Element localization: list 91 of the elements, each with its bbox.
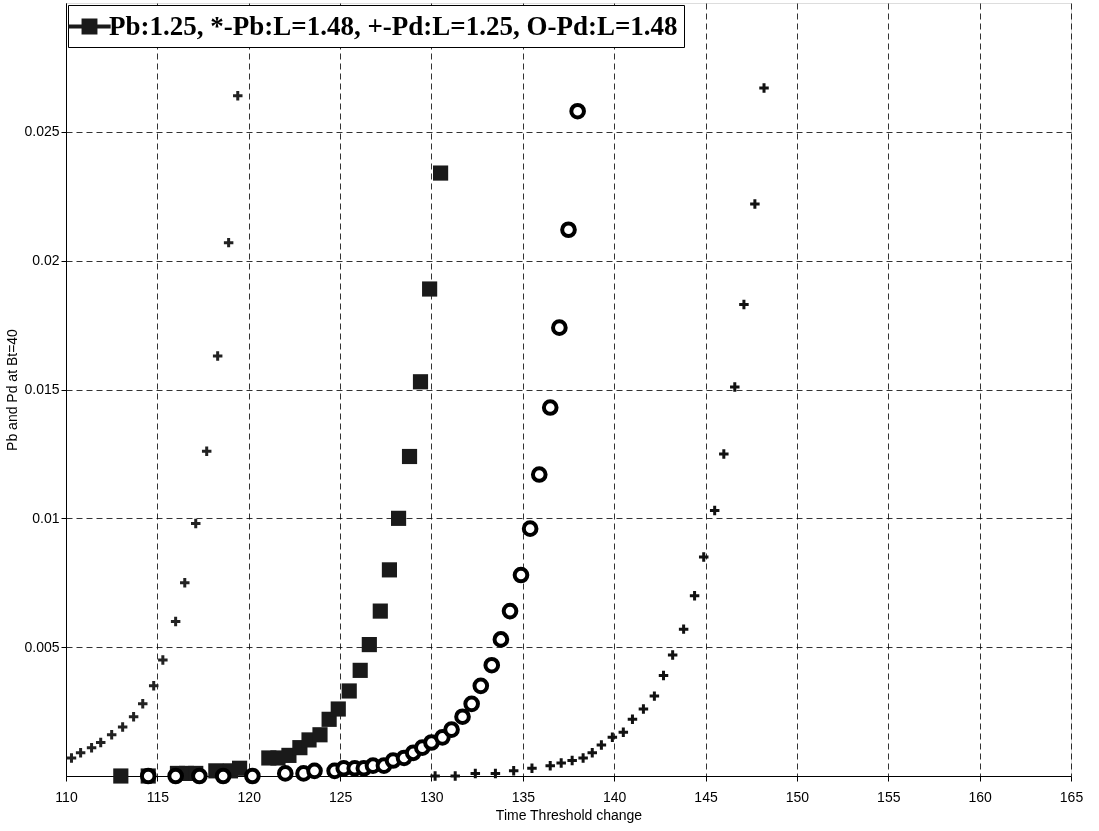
point xyxy=(757,81,771,95)
x-tick-label: 160 xyxy=(968,788,993,805)
point xyxy=(737,298,751,311)
point xyxy=(412,374,429,390)
point xyxy=(211,349,224,363)
point xyxy=(65,751,78,765)
point xyxy=(94,736,107,749)
point xyxy=(554,756,568,770)
point xyxy=(433,165,449,181)
point xyxy=(156,653,170,667)
y-tick-label: 0.015 xyxy=(24,381,60,397)
point xyxy=(489,767,502,780)
legend-label: Pb:1.25, *-Pb:L=1.48, +-Pd:L=1.25, O-Pd:L=1.48 xyxy=(109,10,678,41)
y-axis-title: Pb and Pd at Bt=40 xyxy=(4,328,21,451)
x-tick-label: 130 xyxy=(420,788,444,805)
x-tick-label: 140 xyxy=(603,788,627,805)
point xyxy=(105,728,118,742)
x-axis-title: Time Threshold change xyxy=(495,806,643,823)
point xyxy=(231,89,245,102)
point xyxy=(136,697,149,711)
point xyxy=(565,754,579,767)
point xyxy=(443,721,460,738)
point xyxy=(178,576,192,589)
point xyxy=(147,679,160,693)
point xyxy=(352,662,368,678)
point xyxy=(569,102,586,120)
point xyxy=(492,631,510,648)
point xyxy=(276,765,294,782)
point xyxy=(507,764,520,778)
point xyxy=(748,197,762,211)
point xyxy=(463,695,480,713)
point xyxy=(191,767,208,785)
point xyxy=(512,566,530,584)
point xyxy=(666,648,679,662)
point xyxy=(576,751,590,765)
x-tick-label: 165 xyxy=(1059,788,1084,805)
point xyxy=(167,767,184,785)
point xyxy=(113,768,129,784)
x-tick-label: 125 xyxy=(328,788,353,805)
y-tick-label: 0.01 xyxy=(32,509,60,526)
point xyxy=(116,720,129,734)
point xyxy=(469,767,482,780)
point xyxy=(677,622,690,636)
point xyxy=(232,760,248,776)
point xyxy=(595,738,608,752)
point xyxy=(541,399,559,416)
point xyxy=(501,602,519,620)
point xyxy=(244,767,261,785)
point xyxy=(543,759,557,772)
x-tick-label: 135 xyxy=(511,788,536,805)
point xyxy=(330,701,346,717)
point xyxy=(390,510,407,526)
point xyxy=(521,520,539,537)
y-tick-label: 0.005 xyxy=(24,638,60,655)
point xyxy=(448,769,462,783)
point xyxy=(428,769,442,783)
point xyxy=(74,746,87,760)
point xyxy=(381,562,398,578)
y-tick-label: 0.02 xyxy=(32,252,60,269)
point xyxy=(648,689,661,703)
point xyxy=(708,504,721,517)
point xyxy=(306,762,323,780)
point xyxy=(617,725,630,739)
x-tick-label: 145 xyxy=(694,788,718,805)
x-tick-label: 155 xyxy=(877,788,901,805)
point xyxy=(657,669,670,682)
x-tick-label: 150 xyxy=(785,788,810,805)
point xyxy=(169,615,182,628)
point xyxy=(312,727,328,743)
point xyxy=(483,656,501,674)
x-tick-label: 110 xyxy=(55,788,78,805)
point xyxy=(422,281,438,297)
point xyxy=(717,447,731,461)
point xyxy=(341,683,357,699)
point xyxy=(454,708,471,726)
point xyxy=(560,221,577,239)
y-tick-label: 0.025 xyxy=(24,123,60,140)
point xyxy=(214,767,232,785)
x-tick-label: 115 xyxy=(146,788,170,805)
point xyxy=(728,380,742,394)
point xyxy=(472,677,490,695)
point xyxy=(551,319,568,336)
point xyxy=(530,466,548,483)
point xyxy=(697,550,710,564)
point xyxy=(361,637,377,653)
point xyxy=(401,448,418,465)
point xyxy=(586,746,599,760)
point xyxy=(372,603,388,619)
x-tick-label: 120 xyxy=(237,788,262,805)
point xyxy=(637,702,650,716)
point xyxy=(525,762,539,775)
